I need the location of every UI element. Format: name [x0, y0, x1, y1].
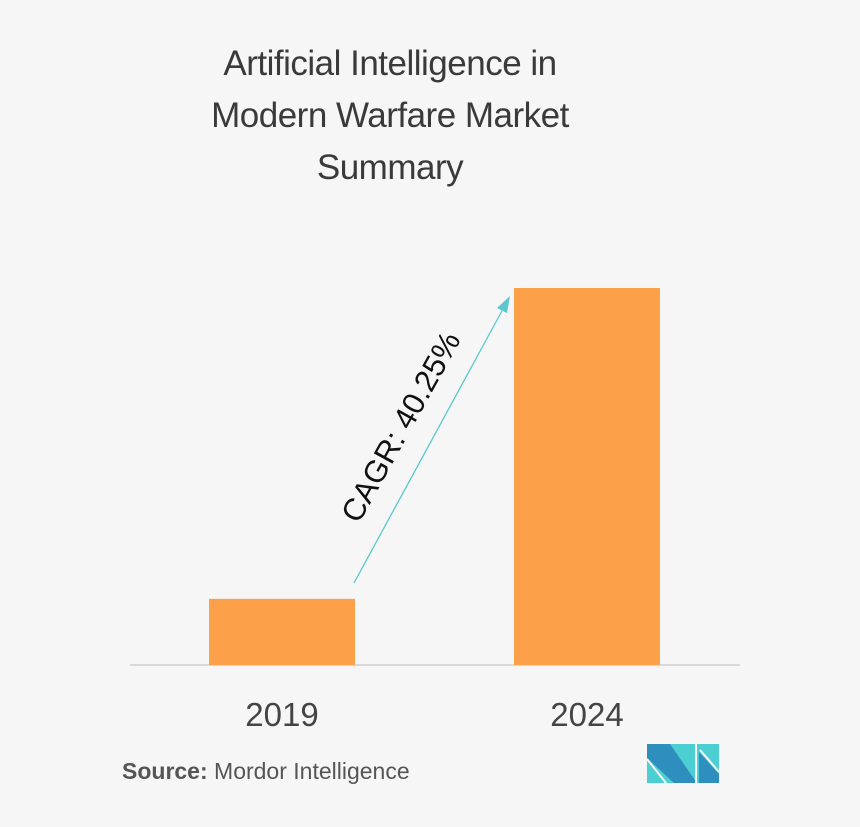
x-tick-label: 2019	[245, 696, 318, 733]
source-label: Source:	[122, 758, 208, 784]
source-value: Mordor Intelligence	[214, 758, 410, 784]
chart-title: Artificial Intelligence in Modern Warfar…	[150, 38, 630, 194]
cagr-arrow-line	[353, 308, 504, 584]
bar-2019	[209, 598, 355, 665]
mordor-logo-icon	[646, 744, 720, 784]
cagr-arrow-head	[497, 296, 510, 313]
x-tick-label: 2024	[550, 696, 623, 733]
bar-2024	[514, 288, 660, 665]
title-line: Artificial Intelligence in	[223, 44, 557, 83]
source-note: Source: Mordor Intelligence	[122, 758, 410, 785]
title-line: Modern Warfare Market	[211, 96, 569, 135]
title-line: Summary	[316, 148, 464, 187]
